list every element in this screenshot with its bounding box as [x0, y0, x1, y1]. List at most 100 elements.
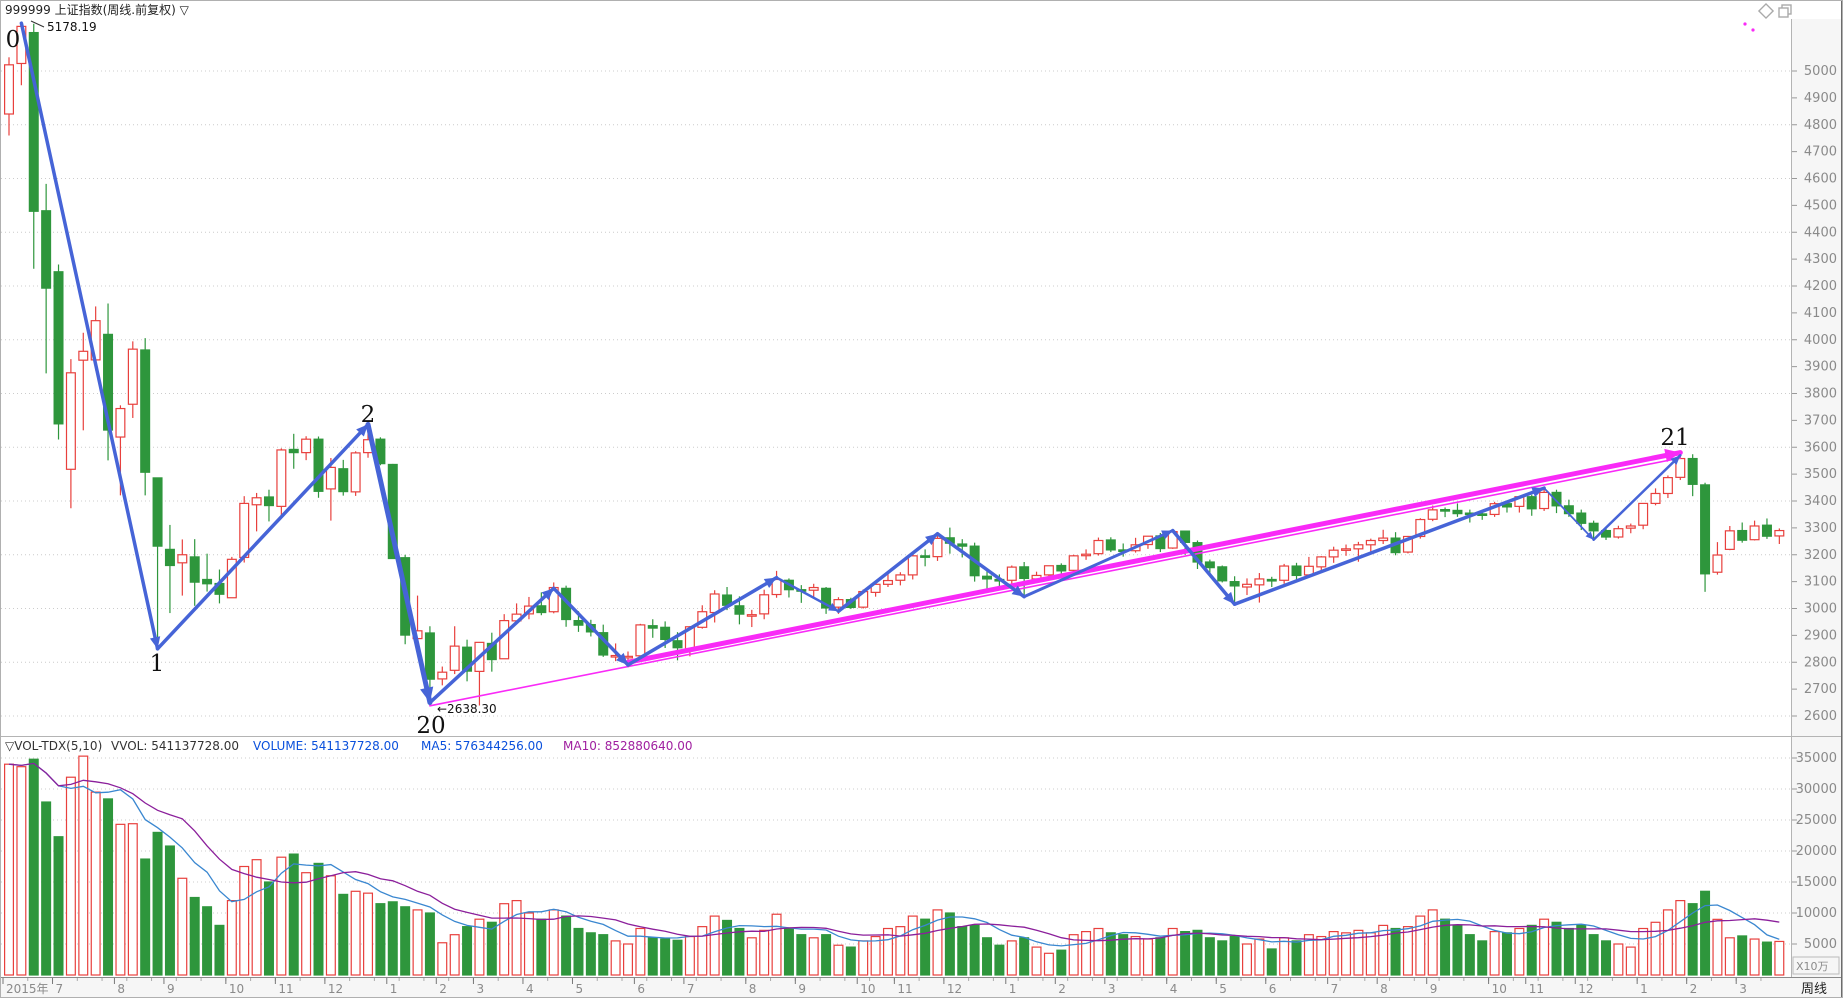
magenta-annotation-dot	[1743, 22, 1747, 26]
period-label[interactable]: 周线	[1801, 982, 1827, 997]
vol-indicator-toggle[interactable]: ▽VOL-TDX(5,10)	[5, 739, 102, 753]
zigzag-segment-arrowhead	[828, 602, 839, 612]
volume-bar	[53, 836, 64, 976]
cascade-windows-icon[interactable]	[1778, 4, 1792, 18]
candle-body	[882, 579, 893, 585]
candle-body	[573, 619, 584, 626]
volume-bar	[202, 906, 213, 976]
candle-body	[53, 271, 64, 425]
volume-bar	[1241, 943, 1252, 976]
volume-bar	[573, 927, 584, 976]
volume-bar	[1328, 930, 1339, 976]
candle-body	[1551, 491, 1562, 507]
price-axis-label: 3300	[1804, 521, 1837, 536]
month-label: 2015年	[6, 982, 49, 996]
peak-leader-line	[30, 20, 45, 28]
volume-bar	[301, 872, 312, 976]
ma5-value: MA5: 576344256.00	[421, 739, 543, 753]
candle-body	[1440, 509, 1451, 512]
candle-body	[833, 599, 844, 608]
volume-bar	[1279, 937, 1290, 976]
volume-bar	[684, 935, 695, 976]
price-axis-label: 2900	[1804, 628, 1837, 643]
volume-bar	[462, 926, 473, 976]
volume-bar	[697, 926, 708, 976]
candle-body	[288, 448, 299, 454]
zigzag-segment	[428, 586, 556, 705]
volume-bar	[263, 881, 274, 976]
volume-bar	[561, 915, 572, 976]
price-axis-label: 4500	[1804, 198, 1837, 213]
month-label: 7	[56, 982, 64, 996]
wave-number-label: 2	[361, 402, 376, 428]
month-label: 5	[575, 982, 583, 996]
volume-bar	[1167, 927, 1178, 976]
candle-body	[709, 593, 720, 614]
volume-bar	[1118, 934, 1129, 976]
month-label: 4	[1170, 982, 1178, 996]
candle-body	[449, 645, 460, 671]
month-label: 3	[1108, 982, 1116, 996]
zigzag-segment	[1022, 529, 1175, 599]
candle-body	[28, 31, 39, 212]
volume-bar	[400, 906, 411, 976]
volume-bar	[78, 755, 89, 976]
candle-body	[3, 64, 15, 115]
candle-body	[932, 537, 943, 558]
price-axis-label: 3100	[1804, 575, 1837, 590]
volume-bar	[325, 875, 336, 976]
volume-bar	[1353, 929, 1364, 976]
diamond-icon[interactable]	[1757, 2, 1775, 20]
volume-bar	[1006, 940, 1017, 976]
volume-bar	[1539, 918, 1550, 976]
volume-bar	[1601, 940, 1612, 976]
volume-bar	[610, 940, 621, 976]
volume-bar	[982, 937, 993, 976]
candle-body	[140, 349, 151, 473]
volume-bar	[511, 899, 522, 976]
zigzag-segment-arrowhead	[149, 636, 161, 649]
month-label: 9	[798, 982, 806, 996]
volume-bar	[858, 940, 869, 976]
zigzag-segment	[19, 21, 160, 651]
price-axis-label: 4800	[1804, 118, 1837, 133]
candle-body	[1229, 581, 1240, 587]
candle-body	[1328, 549, 1339, 558]
wave-number-label: 0	[6, 27, 21, 53]
ma10-value: MA10: 852880640.00	[563, 739, 693, 753]
price-axis-label: 3400	[1804, 494, 1837, 509]
volume-bar	[1093, 927, 1104, 976]
volume-bar	[759, 929, 770, 976]
volume-bar	[1043, 952, 1054, 976]
volume-bar	[920, 918, 931, 976]
candle-body	[660, 626, 671, 641]
candle-body	[1316, 556, 1327, 568]
candle-body	[647, 625, 658, 629]
price-axis-label: 3700	[1804, 413, 1837, 428]
candle-body	[957, 543, 968, 547]
volume-bar	[1501, 932, 1512, 976]
candle-body	[1291, 565, 1302, 577]
candle-body	[424, 632, 435, 680]
volume-bar	[734, 927, 745, 976]
zigzag-segment	[626, 575, 779, 667]
candle-body	[127, 348, 138, 405]
month-label: 2	[1058, 982, 1066, 996]
volume-bar	[1761, 941, 1772, 976]
candle-body	[499, 619, 510, 660]
volume-bar	[635, 927, 646, 976]
volume-bar	[1650, 921, 1661, 976]
volume-bar	[833, 944, 844, 976]
candle-body	[115, 407, 126, 438]
volume-bar	[1477, 940, 1488, 976]
price-axis-label: 5000	[1804, 64, 1837, 79]
candle-body	[152, 477, 163, 547]
candle-body	[1019, 566, 1030, 579]
candle-body	[982, 575, 993, 580]
volume-bar	[1576, 924, 1587, 976]
candle-body	[1625, 525, 1636, 529]
volume-bar	[1514, 927, 1525, 976]
candle-body	[1601, 529, 1612, 538]
chart-title[interactable]: 999999 上证指数(周线.前复权) ▽	[5, 2, 190, 17]
